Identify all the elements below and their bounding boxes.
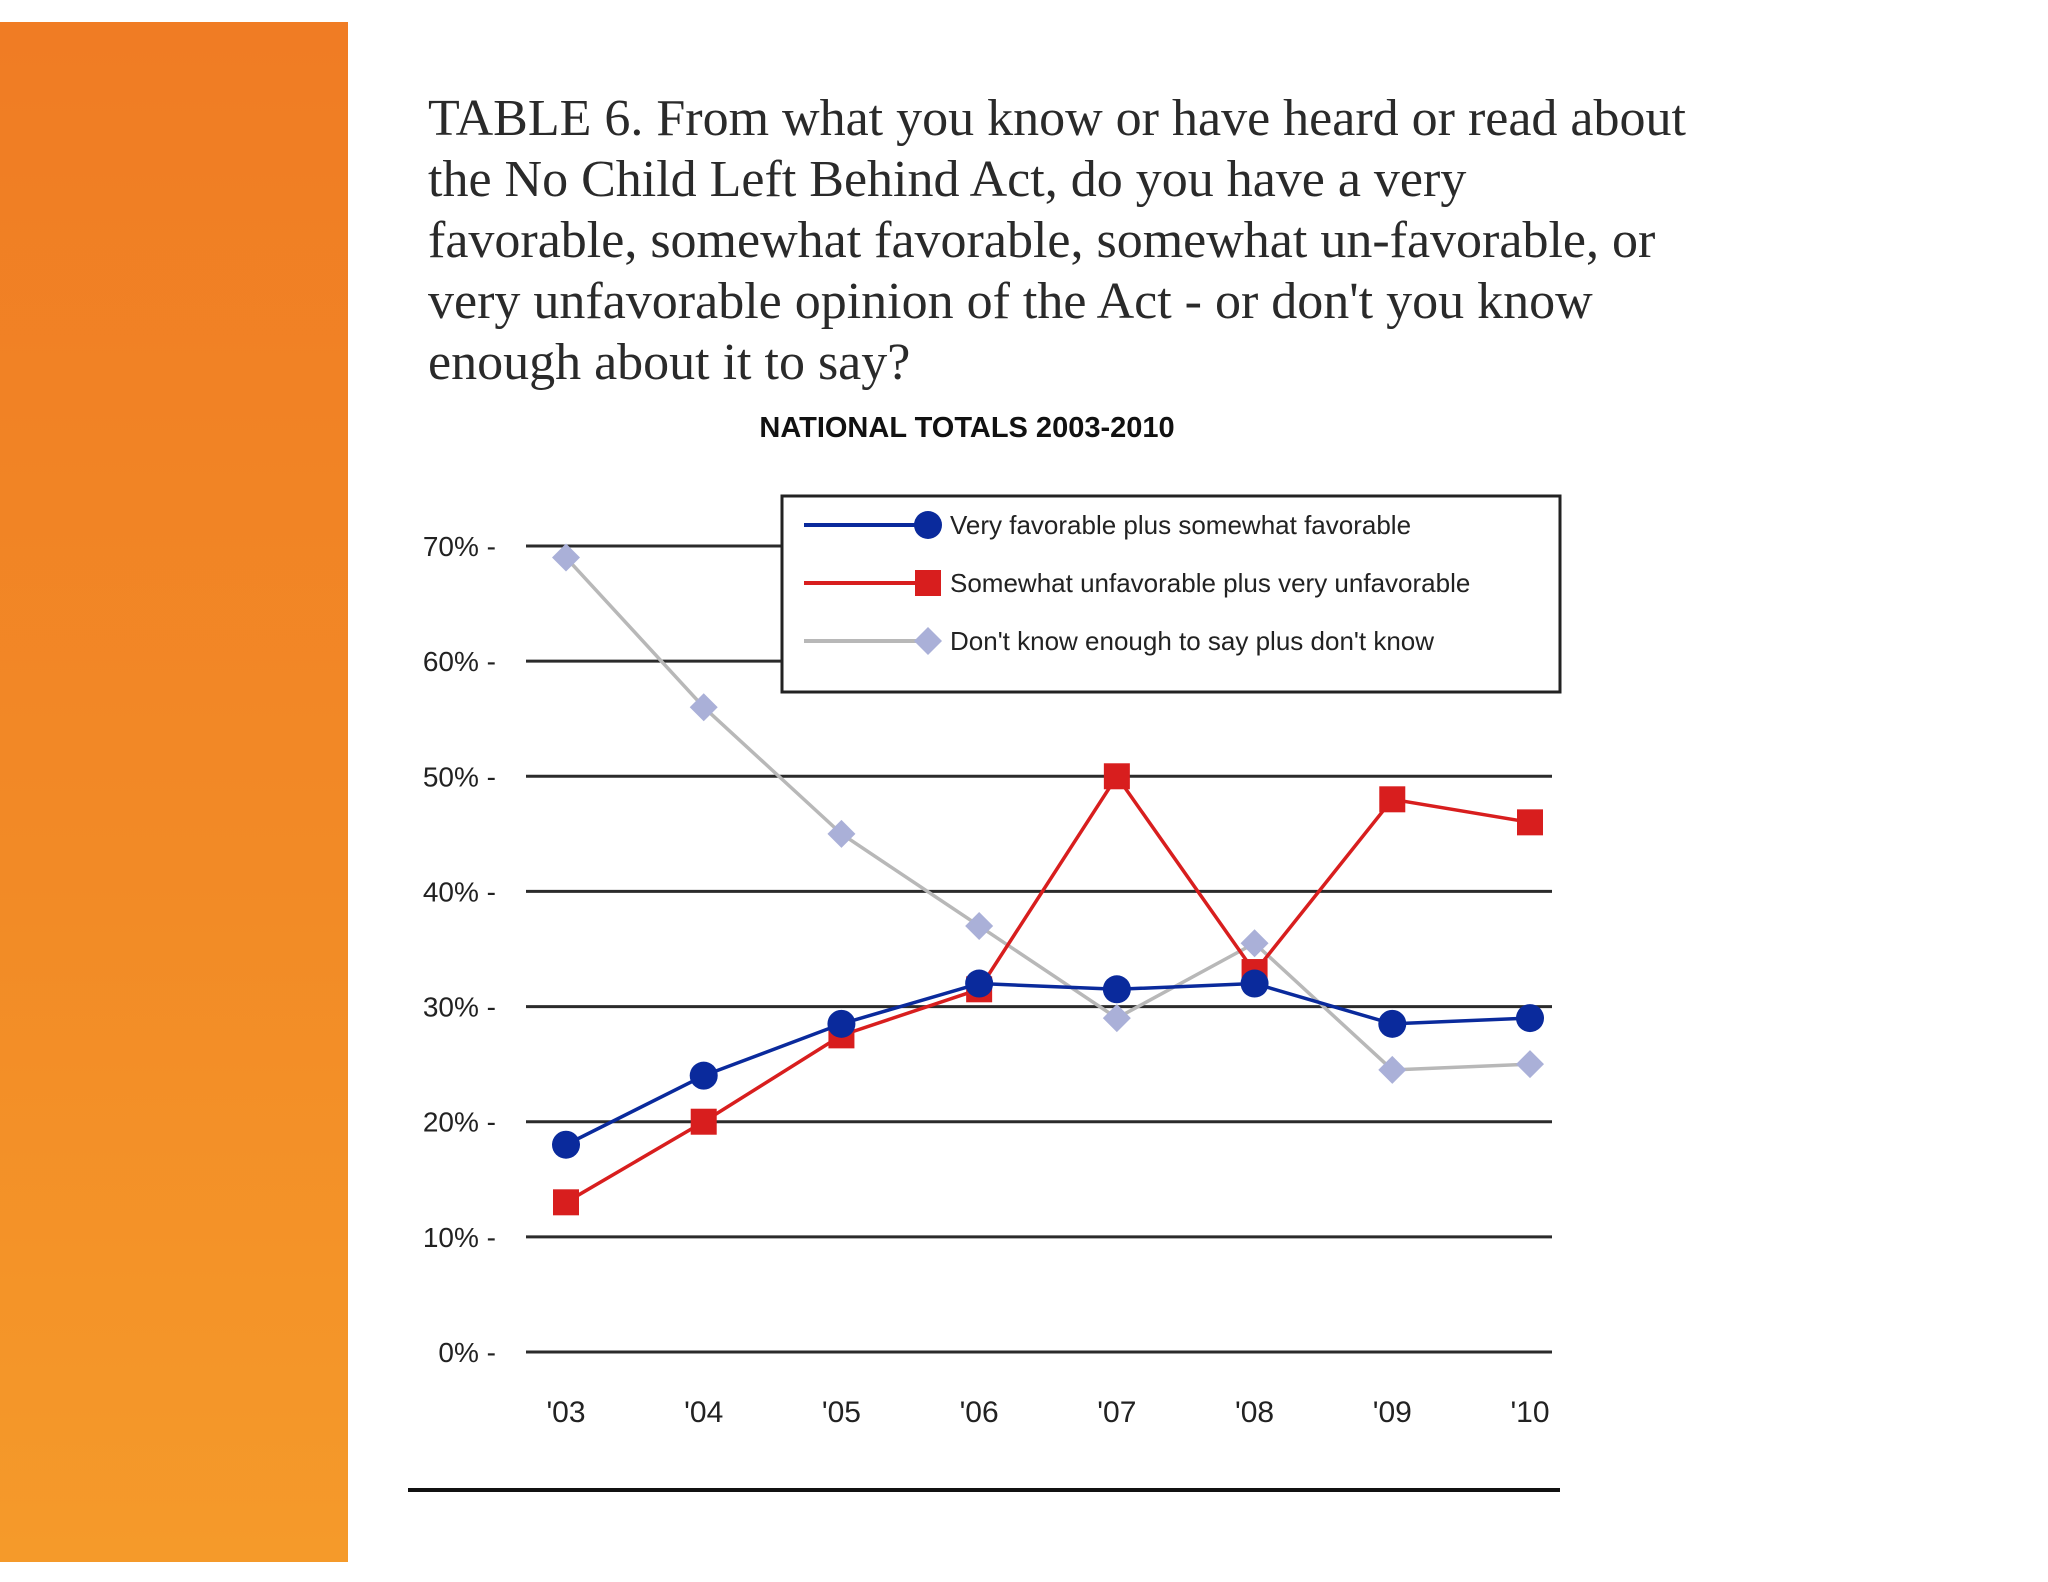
data-point	[1102, 975, 1131, 1004]
data-point	[690, 1108, 717, 1135]
data-point	[965, 911, 994, 940]
legend-marker	[914, 627, 942, 655]
chart-title: NATIONAL TOTALS 2003-2010	[759, 412, 1174, 444]
data-point	[1516, 1050, 1544, 1079]
data-point	[1517, 809, 1543, 836]
x-tick-label: '05	[822, 1396, 861, 1429]
data-point	[689, 693, 718, 722]
series-square	[553, 763, 1543, 1216]
data-point	[1103, 763, 1130, 790]
x-tick-label: '08	[1235, 1396, 1274, 1429]
y-tick-label: 10% -	[423, 1222, 496, 1253]
y-tick-label: 70% -	[423, 531, 496, 562]
legend-label: Very favorable plus somewhat favorable	[950, 510, 1411, 540]
data-point	[1379, 786, 1406, 813]
data-point	[1240, 929, 1269, 958]
data-point	[827, 819, 856, 848]
data-point	[1240, 969, 1269, 998]
data-point	[965, 969, 994, 998]
legend-label: Don't know enough to say plus don't know	[950, 626, 1434, 656]
x-tick-label: '06	[960, 1396, 999, 1429]
y-tick-label: 20% -	[423, 1107, 496, 1138]
data-point	[552, 543, 580, 572]
x-tick-label: '03	[546, 1396, 585, 1429]
data-point	[552, 1130, 580, 1159]
legend: Very favorable plus somewhat favorable So…	[780, 494, 1562, 694]
y-tick-label: 30% -	[423, 992, 496, 1023]
y-tick-label: 50% -	[423, 761, 496, 792]
legend-marker	[914, 511, 942, 539]
orange-side-panel	[0, 22, 348, 1562]
y-tick-label: 40% -	[423, 876, 496, 907]
x-tick-label: '07	[1097, 1396, 1136, 1429]
y-tick-label: 60% -	[423, 646, 496, 677]
series-line	[565, 774, 1531, 1204]
y-tick-label: 0% -	[438, 1337, 496, 1368]
data-point	[827, 1009, 856, 1038]
x-tick-label: '10	[1510, 1396, 1549, 1429]
data-point	[1378, 1055, 1407, 1084]
series-group	[552, 543, 1544, 1216]
x-axis-ticks: '03 '04 '05 '06 '07 '08 '09 '10	[546, 1396, 1549, 1429]
series-line	[565, 981, 1531, 1147]
data-point	[1516, 1004, 1544, 1033]
data-point	[1102, 1004, 1131, 1033]
series-diamond	[552, 543, 1544, 1084]
legend-label: Somewhat unfavorable plus very unfavorab…	[950, 568, 1470, 598]
legend-marker	[915, 570, 941, 596]
x-tick-label: '09	[1373, 1396, 1412, 1429]
question-text: TABLE 6. From what you know or have hear…	[428, 90, 1686, 391]
data-point	[689, 1061, 718, 1090]
data-point	[553, 1189, 579, 1216]
y-axis-ticks: 0% - 10% - 20% - 30% - 40% - 50% - 60% - 70% -	[423, 531, 496, 1368]
x-tick-label: '04	[684, 1396, 723, 1429]
series-line	[564, 556, 1531, 1072]
data-point	[1378, 1009, 1407, 1038]
series-circle	[552, 969, 1544, 1159]
legend-box	[780, 494, 1562, 694]
